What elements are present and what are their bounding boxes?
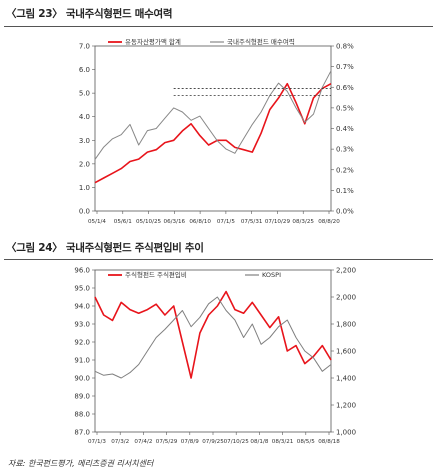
left-axis-tick-label: 89.0 [74,393,90,401]
x-axis-tick-label: 08/1/8 [250,439,268,445]
figure-24-title: 〈그림 24〉 국내주식형펀드 주식편입비 추이 [6,240,204,255]
right-axis-tick-label: 1,000 [336,429,356,437]
legend-label: 국내주식형펀드 매수여력 [227,37,295,46]
right-axis-tick-label: 1,200 [336,402,356,410]
x-axis-tick-label: 08/8/18 [318,439,340,445]
right-axis-tick-label: 0.5% [336,104,354,112]
left-axis-tick-label: 3.0 [79,137,90,145]
right-axis-tick-label: 0.0% [336,208,354,216]
x-axis-tick-label: 07/5/29 [156,439,178,445]
x-axis-tick-label: 05/6/1 [114,219,132,225]
figure-23-rule [4,26,433,27]
x-axis-tick-label: 07/8/9 [181,439,199,445]
left-axis-tick-label: 0.0 [79,208,90,216]
x-axis-tick-label: 05/10/25 [136,219,162,225]
figure-24-label: 〈그림 24〉 [6,242,63,254]
series-line-secondary [94,296,332,379]
figure-23-title: 〈그림 23〉 국내주식형펀드 매수여력 [6,6,172,21]
figure-24-name: 국내주식형펀드 주식편입비 추이 [65,242,204,254]
x-axis-tick-label: 07/10/25 [224,439,250,445]
right-axis-tick-label: 2,000 [336,294,356,302]
right-axis-tick-label: 0.1% [336,187,354,195]
x-axis-tick-label: 05/1/4 [88,219,106,225]
left-axis-tick-label: 88.0 [74,411,90,419]
plot-frame [94,269,332,433]
figure-23-label: 〈그림 23〉 [6,8,63,20]
x-axis-tick-label: 07/9/25 [202,439,224,445]
left-axis-tick-label: 4.0 [79,113,90,121]
left-axis-tick-label: 1.0 [79,184,90,192]
x-axis-tick-label: 07/5/31 [241,219,263,225]
left-axis-tick-label: 94.0 [74,303,90,311]
plot-frame [94,45,332,212]
series-line-primary [94,290,332,379]
figure-24-rule [4,259,433,260]
right-axis-tick-label: 0.6% [336,84,354,92]
left-axis-tick-label: 91.0 [74,357,90,365]
figure-23-chart: 0.0 1.0 2.0 3.0 4.0 5.0 6.0 7.0 0.0% 0.1% 0.2% 0.3%… [79,37,354,225]
x-axis-tick-label: 07/4/2 [134,439,152,445]
figure-24-chart: 87.0 88.0 89.0 90.0 91.0 92.0 93.0 94.0 95.0 96.0… [74,267,356,446]
left-axis-tick-label: 93.0 [74,321,90,329]
x-axis-tick-label: 06/8/10 [189,219,211,225]
left-axis-tick-label: 87.0 [74,429,90,437]
right-axis-tick-label: 0.3% [336,146,354,154]
source-note: 자료: 한국펀드평가, 메리츠증권 리서치센터 [8,459,154,468]
right-axis-tick-label: 1,400 [336,375,356,383]
legend-label: 주식형펀드 주식편입비 [125,270,187,279]
left-axis-tick-label: 95.0 [74,285,90,293]
x-axis-tick-label: 08/3/25 [292,219,314,225]
x-axis-tick-label: 07/1/3 [88,439,106,445]
series-line-secondary [94,70,332,160]
right-axis-tick-label: 1,800 [336,321,356,329]
x-axis-tick-label: 08/3/21 [272,439,294,445]
x-axis-tick-label: 07/10/29 [265,219,291,225]
left-axis-tick-label: 7.0 [79,43,90,51]
x-axis-tick-label: 06/3/16 [164,219,186,225]
right-axis-tick-label: 0.7% [336,63,354,71]
figure-23-name: 국내주식형펀드 매수여력 [65,8,173,20]
x-axis-tick-label: 08/8/20 [318,219,340,225]
x-axis-tick-label: 07/1/5 [217,219,235,225]
x-axis-tick-label: 08/5/5 [297,439,315,445]
left-axis-tick-label: 92.0 [74,339,90,347]
left-axis-tick-label: 96.0 [74,267,90,275]
right-axis-tick-label: 0.4% [336,125,354,133]
left-axis-tick-label: 5.0 [79,90,90,98]
x-axis-tick-label: 07/3/2 [111,439,129,445]
legend-label: 유동자산평가액 합계 [125,37,181,46]
right-axis-tick-label: 2,200 [336,267,356,275]
series-line-primary [94,82,332,184]
right-axis-tick-label: 1,600 [336,348,356,356]
left-axis-tick-label: 90.0 [74,375,90,383]
right-axis-tick-label: 0.8% [336,43,354,51]
legend-label: KOSPI [262,271,281,279]
right-axis-tick-label: 0.2% [336,166,354,174]
left-axis-tick-label: 2.0 [79,160,90,168]
left-axis-tick-label: 6.0 [79,66,90,74]
